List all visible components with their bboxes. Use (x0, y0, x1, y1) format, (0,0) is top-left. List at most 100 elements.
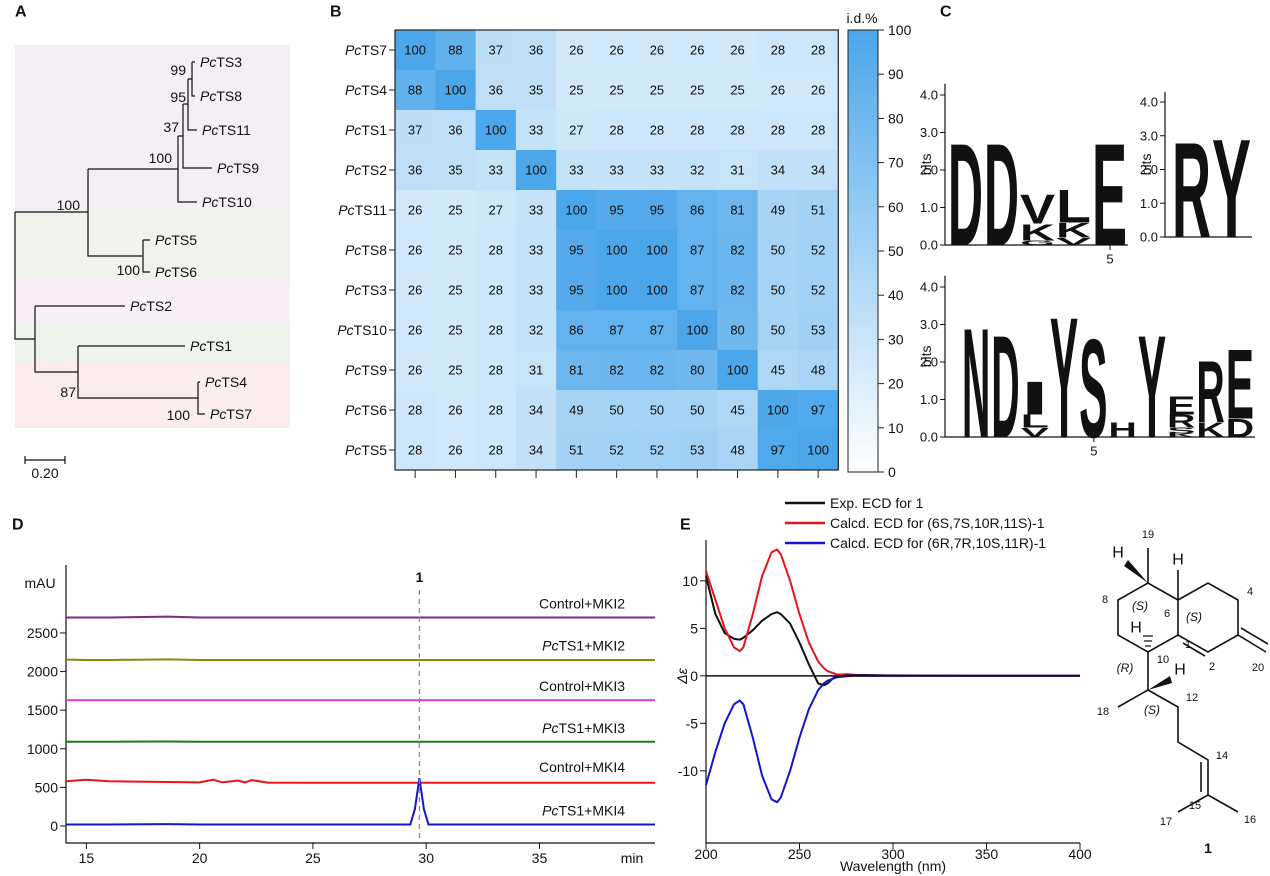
cell-value: 25 (569, 83, 583, 98)
heatmap-cell (677, 430, 718, 471)
cell-value: 100 (525, 163, 547, 178)
axes (65, 565, 655, 844)
x-tick-label: 200 (694, 846, 718, 862)
cell-value: 26 (650, 43, 664, 58)
cell-value: 33 (529, 283, 543, 298)
cell-value: 28 (489, 403, 503, 418)
heatmap-cell (596, 190, 638, 231)
cell-value: 36 (408, 163, 422, 178)
heatmap-cell (475, 390, 517, 431)
logo-letter: D (1226, 414, 1254, 443)
heatmap-cell (515, 30, 557, 71)
heatmap-cell (717, 30, 759, 71)
peak-label: 1 (416, 569, 424, 585)
heatmap-cell (798, 190, 839, 231)
italic-prefix: Pc (338, 202, 354, 218)
heatmap-cell (596, 390, 638, 431)
trace-label: PcTS1+MKI4 (542, 802, 625, 818)
name-rest: TS2 (361, 162, 387, 178)
logo-letter: L (1021, 411, 1049, 431)
heatmap-cell (798, 70, 839, 111)
cell-value: 25 (448, 243, 462, 258)
cell-value: 26 (408, 323, 422, 338)
heatmap-cell (556, 150, 597, 191)
heatmap-cell (395, 190, 436, 231)
logo-letter: I (1021, 372, 1049, 425)
cell-value: 28 (609, 123, 623, 138)
heatmap-cell (677, 190, 718, 231)
heatmap-cell (475, 270, 517, 311)
heatmap-cell (636, 430, 678, 471)
cell-value: 26 (408, 203, 422, 218)
scale-bar (24, 456, 66, 464)
name-rest: TS9 (233, 160, 259, 176)
heatmap-cell (717, 350, 759, 391)
row-label: PcTS1 (345, 122, 387, 138)
heatmap-cell (798, 430, 839, 471)
cell-value: 52 (650, 443, 664, 458)
heatmap-cell (677, 310, 718, 351)
cell-value: 28 (489, 443, 503, 458)
heatmap-cell (757, 390, 799, 431)
cell-value: 53 (690, 443, 704, 458)
panel-label: E (680, 517, 691, 534)
logo-letter: K (1196, 419, 1224, 442)
logo-letter: N (962, 295, 990, 470)
colorbar-tick-label: 50 (888, 243, 904, 259)
structure-label: 10 (1157, 654, 1169, 666)
heatmap-cell (556, 30, 597, 71)
cell-value: 34 (529, 443, 543, 458)
italic-prefix: Pc (200, 88, 216, 104)
row-label: PcTS2 (345, 162, 387, 178)
heatmap-cell (596, 30, 638, 71)
italic-prefix: Pc (200, 54, 216, 70)
heatmap-cell (596, 110, 638, 151)
logo-y-tick-label: 3.0 (1140, 128, 1158, 143)
logo-letter: Y (1138, 306, 1166, 468)
cell-value: 28 (730, 123, 744, 138)
italic-prefix: Pc (345, 402, 361, 418)
scale-label: 0.20 (31, 465, 58, 481)
heatmap-cell (556, 230, 597, 271)
structure-label: 16 (1244, 814, 1256, 826)
heatmap-cell (556, 390, 597, 431)
heatmap-cell (798, 390, 839, 431)
heatmap-cell (395, 230, 436, 271)
cell-value: 95 (650, 203, 664, 218)
cell-value: 100 (646, 283, 668, 298)
bootstrap-value: 100 (167, 407, 191, 423)
x-tick-label: 20 (192, 850, 208, 866)
heatmap-cell (717, 190, 759, 231)
structure-label: 20 (1252, 662, 1264, 674)
logo-y-tick-label: 1.0 (920, 200, 938, 215)
heatmap-cell (596, 430, 638, 471)
cell-value: 97 (811, 403, 825, 418)
heatmap-cell (596, 310, 638, 351)
heatmap-cell (636, 310, 678, 351)
cell-value: 48 (811, 363, 825, 378)
x-axis-label: Wavelength (nm) (840, 858, 946, 874)
logo-letter: K (1167, 432, 1195, 438)
leaf-label: PcTS5 (155, 232, 197, 248)
heatmap-cell (757, 150, 799, 191)
y-tick-label: -10 (678, 763, 698, 779)
structure-label: 19 (1142, 529, 1154, 541)
cell-value: 87 (650, 323, 664, 338)
heatmap-cell (435, 310, 477, 351)
heatmap-cell (515, 310, 557, 351)
name-rest: TS4 (221, 374, 247, 390)
cell-value: 49 (771, 203, 785, 218)
heatmap-cell (435, 230, 477, 271)
cell-value: 95 (609, 203, 623, 218)
cell-value: 100 (565, 203, 587, 218)
cell-value: 53 (811, 323, 825, 338)
name-rest: TS9 (361, 362, 387, 378)
y-tick-label: -5 (686, 715, 699, 731)
heatmap-cell (475, 430, 517, 471)
bootstrap-value: 95 (170, 89, 186, 105)
heatmap-cell (717, 230, 759, 271)
logo-y-tick-label: 2.0 (920, 163, 938, 178)
leaf-label: PcTS10 (202, 194, 252, 210)
heatmap-cell (515, 110, 557, 151)
legend-label: Exp. ECD for 1 (830, 495, 924, 511)
